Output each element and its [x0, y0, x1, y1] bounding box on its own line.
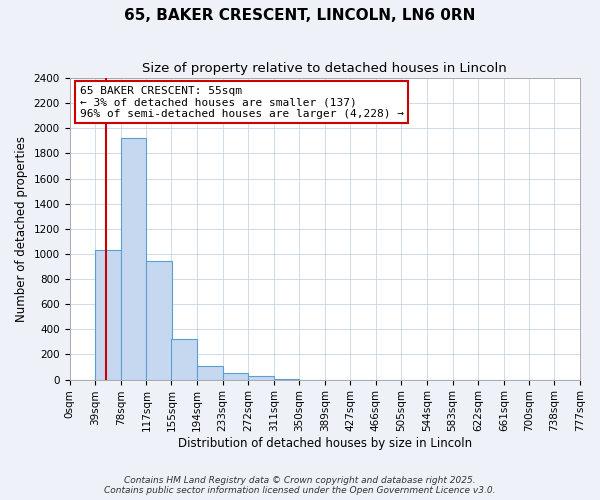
Bar: [274, 379, 299, 380]
Text: 65, BAKER CRESCENT, LINCOLN, LN6 0RN: 65, BAKER CRESCENT, LINCOLN, LN6 0RN: [124, 8, 476, 22]
Title: Size of property relative to detached houses in Lincoln: Size of property relative to detached ho…: [142, 62, 507, 76]
Y-axis label: Number of detached properties: Number of detached properties: [15, 136, 28, 322]
Bar: [146, 262, 172, 380]
Text: Contains HM Land Registry data © Crown copyright and database right 2025.
Contai: Contains HM Land Registry data © Crown c…: [104, 476, 496, 495]
X-axis label: Distribution of detached houses by size in Lincoln: Distribution of detached houses by size …: [178, 437, 472, 450]
Bar: [248, 376, 274, 380]
Bar: [223, 374, 248, 380]
Text: 65 BAKER CRESCENT: 55sqm
← 3% of detached houses are smaller (137)
96% of semi-d: 65 BAKER CRESCENT: 55sqm ← 3% of detache…: [80, 86, 404, 119]
Bar: [172, 340, 197, 380]
Bar: [121, 138, 146, 380]
Bar: [197, 366, 223, 380]
Bar: [95, 250, 121, 380]
